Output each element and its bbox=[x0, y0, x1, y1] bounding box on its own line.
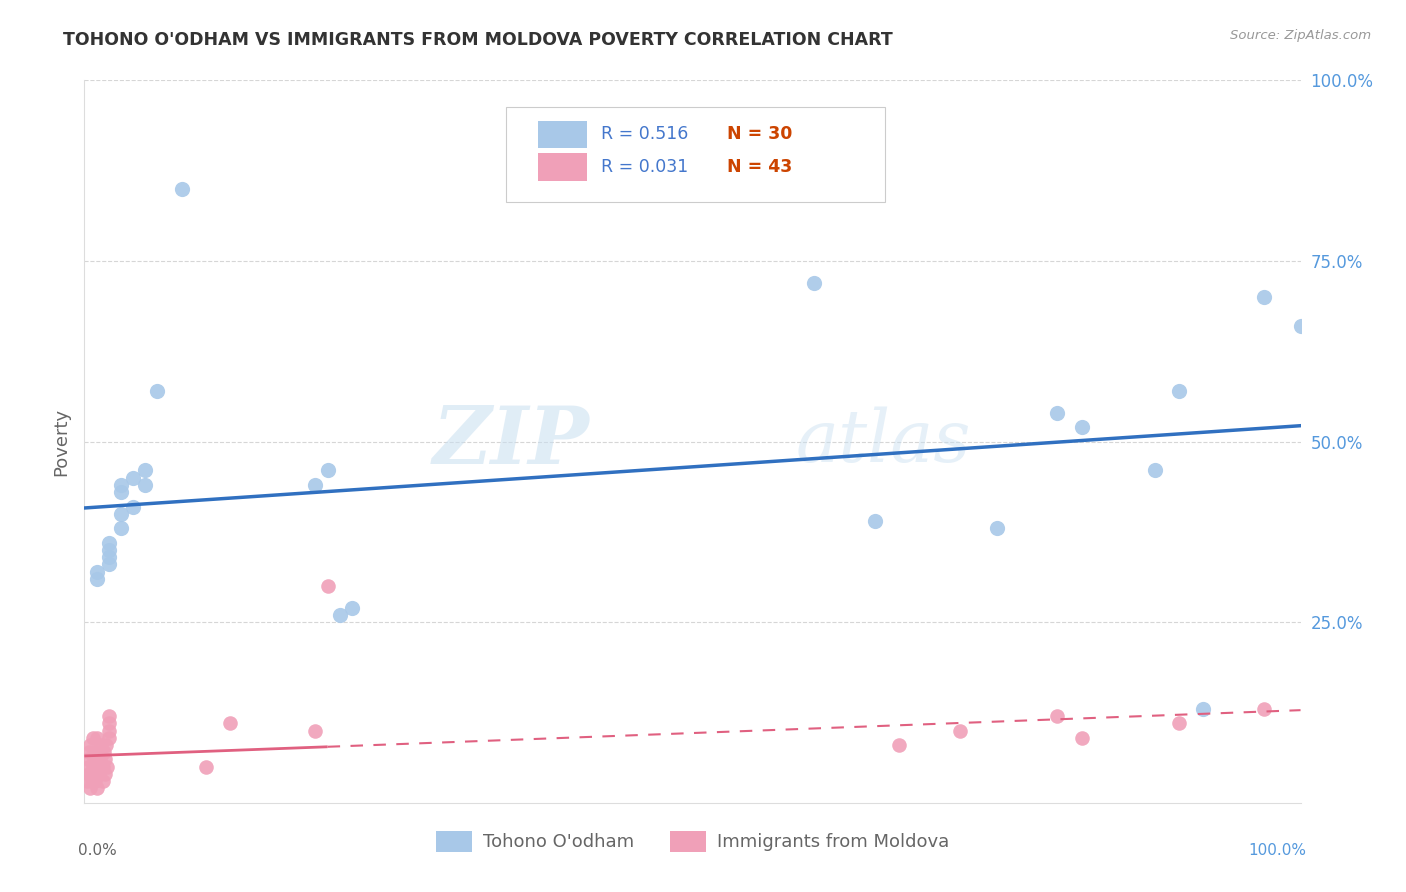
Point bbox=[1167, 384, 1189, 398]
Point bbox=[76, 774, 98, 789]
Text: 100.0%: 100.0% bbox=[1249, 843, 1306, 857]
Text: Source: ZipAtlas.com: Source: ZipAtlas.com bbox=[1230, 29, 1371, 42]
Point bbox=[89, 752, 111, 766]
Point bbox=[97, 709, 120, 723]
Legend: Tohono O'odham, Immigrants from Moldova: Tohono O'odham, Immigrants from Moldova bbox=[429, 823, 956, 859]
Text: N = 43: N = 43 bbox=[727, 158, 792, 176]
Point bbox=[304, 723, 326, 738]
Text: TOHONO O'ODHAM VS IMMIGRANTS FROM MOLDOVA POVERTY CORRELATION CHART: TOHONO O'ODHAM VS IMMIGRANTS FROM MOLDOV… bbox=[63, 31, 893, 49]
Point bbox=[803, 276, 825, 290]
Point bbox=[1046, 406, 1069, 420]
Point bbox=[97, 723, 120, 738]
Text: 0.0%: 0.0% bbox=[79, 843, 117, 857]
Point bbox=[134, 463, 156, 477]
Point bbox=[77, 752, 100, 766]
Point bbox=[79, 781, 101, 796]
Point bbox=[316, 463, 339, 477]
Text: R = 0.031: R = 0.031 bbox=[602, 158, 689, 176]
Point bbox=[97, 731, 120, 745]
Point bbox=[96, 760, 118, 774]
Point bbox=[1253, 702, 1275, 716]
Point bbox=[97, 716, 120, 731]
Point bbox=[83, 767, 105, 781]
Point bbox=[110, 507, 132, 521]
Point bbox=[77, 767, 100, 781]
FancyBboxPatch shape bbox=[506, 107, 884, 202]
Point bbox=[90, 738, 112, 752]
Text: atlas: atlas bbox=[796, 406, 972, 477]
Point bbox=[93, 745, 115, 759]
Point bbox=[79, 738, 101, 752]
Point bbox=[219, 716, 242, 731]
Point bbox=[194, 760, 218, 774]
Point bbox=[1070, 420, 1092, 434]
Point bbox=[1143, 463, 1166, 477]
Point bbox=[1253, 290, 1275, 304]
Point bbox=[86, 731, 108, 745]
Point bbox=[1167, 716, 1189, 731]
Point bbox=[94, 752, 117, 766]
Text: N = 30: N = 30 bbox=[727, 126, 792, 144]
Point bbox=[86, 760, 108, 774]
Point bbox=[316, 579, 339, 593]
FancyBboxPatch shape bbox=[538, 120, 586, 148]
Point bbox=[97, 542, 120, 557]
Point bbox=[84, 774, 107, 789]
Point bbox=[83, 752, 105, 766]
Point bbox=[340, 600, 363, 615]
Point bbox=[110, 521, 132, 535]
Point bbox=[1289, 318, 1312, 333]
FancyBboxPatch shape bbox=[538, 153, 586, 181]
Point bbox=[77, 745, 100, 759]
Point bbox=[97, 550, 120, 565]
Point bbox=[863, 514, 886, 528]
Point bbox=[97, 535, 120, 549]
Point bbox=[94, 767, 117, 781]
Point bbox=[96, 738, 118, 752]
Point bbox=[79, 767, 101, 781]
Point bbox=[82, 760, 104, 774]
Point bbox=[91, 774, 114, 789]
Point bbox=[1070, 731, 1092, 745]
Point bbox=[91, 760, 114, 774]
Point bbox=[986, 521, 1008, 535]
Point bbox=[87, 767, 110, 781]
Point bbox=[86, 781, 108, 796]
Point bbox=[1192, 702, 1215, 716]
Text: ZIP: ZIP bbox=[432, 403, 589, 480]
Text: R = 0.516: R = 0.516 bbox=[602, 126, 689, 144]
Point bbox=[170, 182, 193, 196]
Point bbox=[949, 723, 972, 738]
Point bbox=[77, 760, 100, 774]
Point bbox=[304, 478, 326, 492]
Point bbox=[97, 558, 120, 572]
Point bbox=[110, 485, 132, 500]
Point bbox=[86, 565, 108, 579]
Point bbox=[84, 745, 107, 759]
Point bbox=[329, 607, 352, 622]
Point bbox=[1046, 709, 1069, 723]
Point bbox=[889, 738, 911, 752]
Point bbox=[122, 500, 145, 514]
Point bbox=[80, 774, 103, 789]
Point bbox=[134, 478, 156, 492]
Point bbox=[86, 572, 108, 586]
Point bbox=[122, 470, 145, 484]
Point bbox=[110, 478, 132, 492]
Point bbox=[82, 731, 104, 745]
Point bbox=[146, 384, 169, 398]
Point bbox=[86, 745, 108, 759]
Y-axis label: Poverty: Poverty bbox=[52, 408, 70, 475]
